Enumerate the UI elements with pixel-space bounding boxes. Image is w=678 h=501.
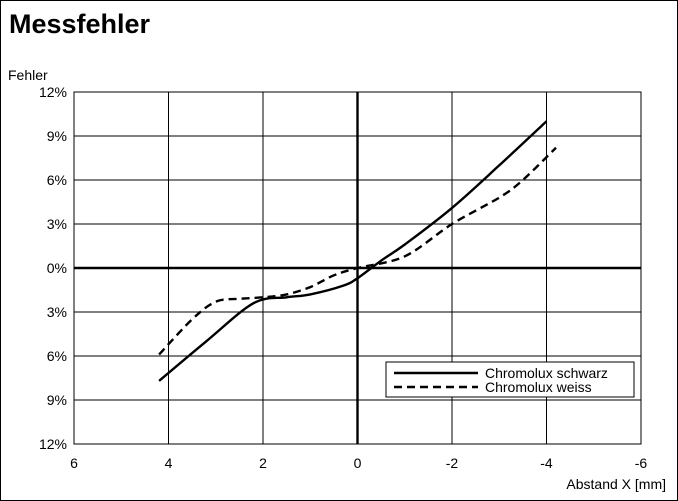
x-tick-label: -6 [635,455,648,471]
x-tick-labels: 6 4 2 0 -2 -4 -6 [70,455,647,471]
legend-label-2: Chromolux weiss [485,379,592,395]
x-tick-label: 6 [70,455,78,471]
series-line-2 [158,146,557,356]
x-tick-label: -4 [540,455,553,471]
series-layer [158,120,557,382]
legend-label-1: Chromolux schwarz [485,365,608,381]
y-tick-label: 0% [47,260,67,276]
x-axis-label: Abstand X [mm] [566,476,666,492]
y-tick-labels: 12% 9% 6% 3% 0% 3% 6% 9% 12% [39,84,67,452]
legend-box [385,361,635,398]
y-tick-label: 12% [39,436,67,452]
series-line-1 [158,120,548,382]
y-tick-label: 6% [47,348,67,364]
y-axis-label: Fehler [8,67,48,83]
y-tick-label: 6% [47,172,67,188]
chart-title: Messfehler [9,9,151,39]
y-tick-label: 9% [47,392,67,408]
x-tick-label: 0 [354,455,362,471]
x-tick-label: -2 [446,455,459,471]
y-tick-label: 9% [47,128,67,144]
y-tick-label: 3% [47,216,67,232]
x-tick-label: 2 [259,455,267,471]
y-tick-label: 12% [39,84,67,100]
x-tick-label: 4 [165,455,173,471]
y-tick-label: 3% [47,304,67,320]
